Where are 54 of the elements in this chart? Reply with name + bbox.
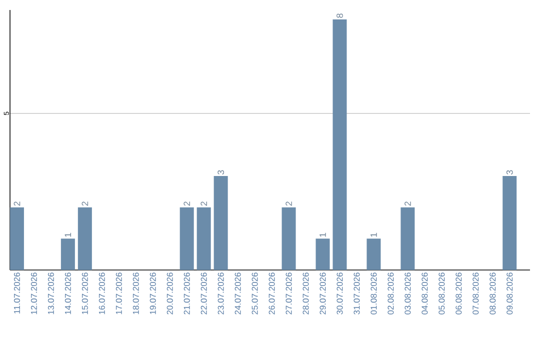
data-label: 1 <box>64 232 72 237</box>
x-tick-label: 21.07.2026 <box>184 272 190 314</box>
x-tick-label: 28.07.2026 <box>302 272 309 314</box>
x-tick-label: 12.07.2026 <box>30 272 37 314</box>
x-tick-label: 17.07.2026 <box>116 272 122 314</box>
bar <box>10 207 24 270</box>
bar <box>78 207 92 270</box>
x-tick-label: 06.08.2026 <box>456 272 462 314</box>
x-tick-label: 04.08.2026 <box>422 272 428 314</box>
bar <box>60 238 75 270</box>
x-tick-label: 24.07.2026 <box>234 272 241 314</box>
x-tick-label: 25.07.2026 <box>252 272 258 314</box>
bar <box>366 238 381 270</box>
x-tick-label: 13.07.2026 <box>48 272 54 314</box>
bar <box>282 207 296 270</box>
data-label: 2 <box>286 202 292 206</box>
x-tick-label: 02.08.2026 <box>388 272 394 314</box>
data-label: 3 <box>506 170 513 174</box>
bar <box>214 176 228 270</box>
data-label: 2 <box>14 202 20 206</box>
data-label: 2 <box>200 202 207 206</box>
bar <box>180 207 194 270</box>
bar <box>400 207 415 270</box>
x-tick-label: 16.07.2026 <box>98 272 105 314</box>
x-tick-label: 30.07.2026 <box>336 272 343 314</box>
x-tick-label: 23.07.2026 <box>218 272 224 314</box>
x-tick-label: 31.07.2026 <box>354 272 360 314</box>
data-label: 8 <box>336 14 343 18</box>
x-tick-label: 11.07.2026 <box>14 272 20 314</box>
x-tick-label: 22.07.2026 <box>200 272 207 314</box>
x-tick-label: 05.08.2026 <box>438 272 445 314</box>
x-tick-label: 07.08.2026 <box>472 272 479 314</box>
bar <box>332 19 347 270</box>
x-tick-label: 08.08.2026 <box>490 272 496 314</box>
bar <box>502 176 517 270</box>
data-label: 1 <box>370 232 377 237</box>
data-label: 1 <box>320 232 326 237</box>
x-tick-label: 27.07.2026 <box>286 272 292 314</box>
x-tick-label: 18.07.2026 <box>132 272 139 314</box>
data-label: 3 <box>218 170 224 174</box>
data-label: 2 <box>184 202 190 206</box>
x-tick-label: 14.07.2026 <box>64 272 71 314</box>
x-tick-label: 03.08.2026 <box>404 272 411 314</box>
x-tick-label: 20.07.2026 <box>166 272 173 314</box>
bar <box>316 238 330 270</box>
x-tick-label: 01.08.2026 <box>370 272 377 314</box>
x-tick-label: 29.07.2026 <box>320 272 326 314</box>
data-label: 2 <box>404 202 411 206</box>
bar <box>196 207 211 270</box>
x-tick-label: 19.07.2026 <box>150 272 156 314</box>
x-tick-label: 15.07.2026 <box>82 272 88 314</box>
x-tick-label: 09.08.2026 <box>506 272 513 314</box>
data-label: 2 <box>82 202 88 206</box>
x-tick-label: 26.07.2026 <box>268 272 275 314</box>
